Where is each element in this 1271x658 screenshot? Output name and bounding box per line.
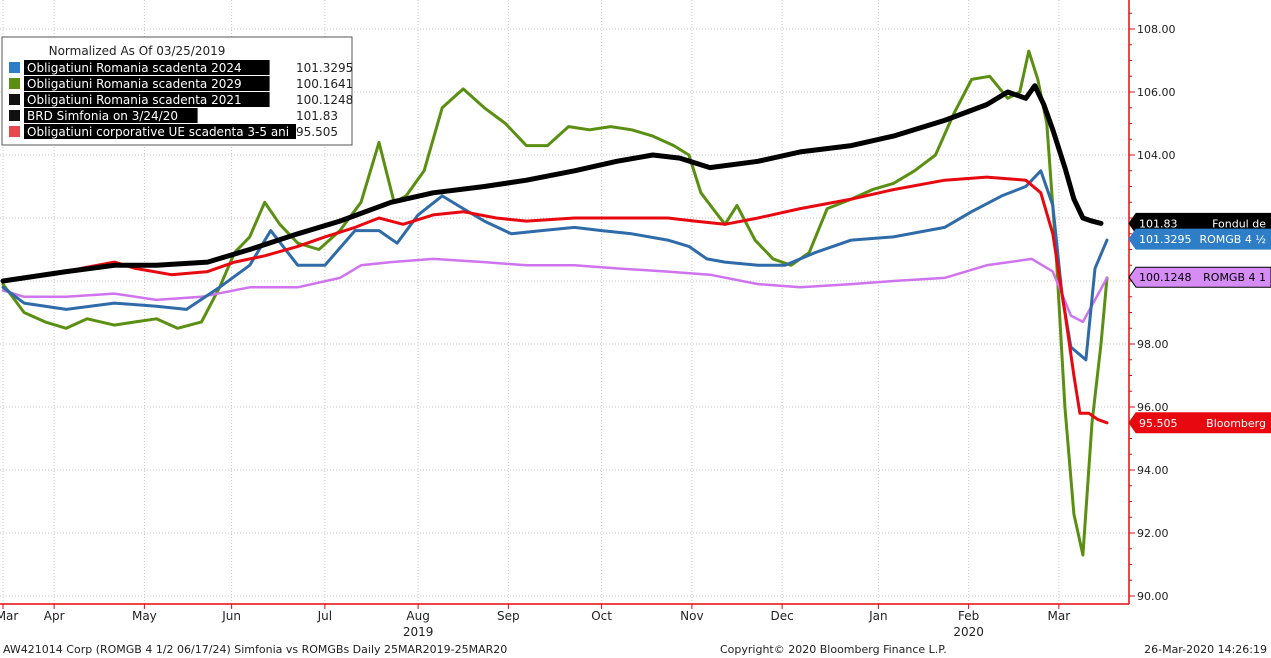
y-tick-label-2: 94.00 (1137, 464, 1169, 477)
legend-label-4: Obligatiuni corporative UE scadenta 3-5 … (27, 125, 289, 139)
legend-title: Normalized As Of 03/25/2019 (49, 44, 226, 58)
right-label-value-1: 101.3295 (1139, 233, 1192, 246)
x-tick-label-8: Nov (680, 609, 703, 623)
x-tick-label-0: Mar (0, 609, 18, 623)
right-label-value-0: 101.83 (1139, 217, 1178, 230)
x-tick-label-12: Mar (1048, 609, 1071, 623)
y-axis: 90.0092.0094.0096.0098.00100.00102.00104… (1128, 0, 1176, 604)
legend-value-4: 95.505 (296, 125, 338, 139)
legend-label-bg-2 (24, 92, 270, 107)
legend-label-0: Obligatiuni Romania scadenta 2024 (27, 61, 242, 75)
x-tick-label-6: Sep (497, 609, 520, 623)
footer-timestamp: 26-Mar-2020 14:26:19 (1144, 643, 1267, 656)
right-label-value-2: 100.1248 (1139, 271, 1192, 284)
y-tick-label-9: 108.00 (1137, 23, 1176, 36)
legend-swatch-0 (9, 62, 20, 73)
legend-swatch-3 (9, 110, 20, 121)
legend-label-bg-1 (24, 76, 270, 91)
chart-svg: 90.0092.0094.0096.0098.00100.00102.00104… (0, 0, 1271, 639)
right-label-name-0: Fondul de (1212, 217, 1266, 230)
legend-label-bg-3 (24, 108, 198, 123)
y-tick-label-7: 104.00 (1137, 149, 1176, 162)
legend-value-2: 100.1248 (296, 93, 353, 107)
x-year-label-1: 2020 (953, 625, 984, 639)
right-label-name-1: ROMGB 4 ½ (1199, 233, 1266, 246)
x-tick-label-10: Jan (868, 609, 888, 623)
series-line-brd_simfonia (0, 83, 1104, 284)
legend-value-0: 101.3295 (296, 61, 353, 75)
grid (0, 0, 1127, 604)
series-line-rom2024 (1, 169, 1109, 362)
legend-label-2: Obligatiuni Romania scadenta 2021 (27, 93, 242, 107)
right-label-3: 95.505 Bloomberg (1128, 412, 1271, 434)
right-label-value-3: 95.505 (1139, 417, 1178, 430)
legend: Normalized As Of 03/25/2019 Obligatiuni R… (1, 36, 353, 146)
right-labels: 101.83 Fondul de 101.3295 ROMGB 4 ½ 100.1248… (1128, 212, 1271, 434)
right-label-box-3 (1128, 412, 1271, 434)
footer-copyright: Copyright© 2020 Bloomberg Finance L.P. (720, 643, 947, 656)
y-tick-label-4: 98.00 (1137, 338, 1169, 351)
x-year-label-0: 2019 (403, 625, 434, 639)
legend-label-bg-0 (24, 60, 270, 75)
series-line-ue_corp (1, 257, 1109, 324)
legend-value-1: 100.1641 (296, 77, 353, 91)
right-label-name-2: ROMGB 4 1 (1203, 271, 1266, 284)
x-tick-label-4: Jul (317, 609, 332, 623)
series-layer (0, 49, 1109, 557)
right-label-box-2 (1128, 266, 1271, 288)
footer-left: AW421014 Corp (ROMGB 4 1/2 06/17/24) Sim… (3, 643, 508, 656)
y-tick-label-0: 90.00 (1137, 590, 1169, 603)
x-tick-label-1: Apr (44, 609, 65, 623)
legend-value-3: 101.83 (296, 109, 338, 123)
right-label-2: 100.1248 ROMGB 4 1 (1128, 266, 1271, 288)
right-label-0: 101.83 Fondul de (1128, 212, 1271, 234)
legend-swatch-2 (9, 94, 20, 105)
y-tick-label-1: 92.00 (1137, 527, 1169, 540)
right-label-1: 101.3295 ROMGB 4 ½ (1128, 228, 1271, 250)
legend-label-3: BRD Simfonia on 3/24/20 (27, 109, 178, 123)
x-tick-label-7: Oct (591, 609, 612, 623)
legend-label-bg-4 (24, 124, 296, 139)
legend-label-1: Obligatiuni Romania scadenta 2029 (27, 77, 242, 91)
y-tick-label-3: 96.00 (1137, 401, 1169, 414)
x-tick-label-3: Jun (221, 609, 241, 623)
x-tick-label-2: May (132, 609, 157, 623)
right-label-name-3: Bloomberg (1206, 417, 1266, 430)
y-tick-label-8: 106.00 (1137, 86, 1176, 99)
legend-swatch-4 (9, 126, 20, 137)
x-tick-label-9: Dec (770, 609, 793, 623)
right-label-box-1 (1128, 228, 1271, 250)
x-axis: Mar Apr May Jun Jul Aug Sep Oct Nov Dec Jan Feb Mar 2… (0, 603, 1129, 639)
footer: AW421014 Corp (ROMGB 4 1/2 06/17/24) Sim… (0, 640, 1271, 658)
legend-swatch-1 (9, 78, 20, 89)
x-tick-label-11: Feb (958, 609, 979, 623)
series-line-rom2021 (1, 175, 1109, 425)
x-tick-label-5: Aug (406, 609, 429, 623)
